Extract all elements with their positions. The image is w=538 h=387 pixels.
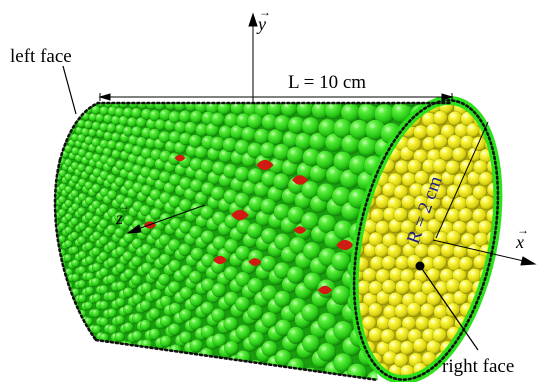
y-axis-arrow bbox=[249, 14, 257, 104]
left-face-pointer bbox=[63, 66, 76, 114]
y-axis-vector-mark: → bbox=[259, 5, 271, 19]
right-face-label: right face bbox=[442, 356, 514, 377]
left-face-label: left face bbox=[10, 46, 72, 67]
length-dimension-arrow bbox=[100, 93, 452, 101]
x-axis-vector-mark: → bbox=[517, 223, 529, 237]
length-label: L = 10 cm bbox=[288, 72, 366, 93]
z-axis-vector-mark: → bbox=[118, 199, 130, 213]
